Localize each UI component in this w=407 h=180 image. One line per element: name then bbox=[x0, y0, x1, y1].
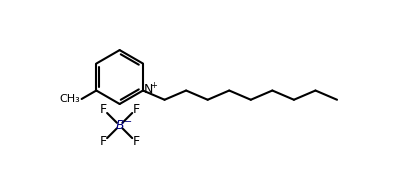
Text: F: F bbox=[100, 103, 107, 116]
Text: B: B bbox=[115, 119, 124, 132]
Text: F: F bbox=[100, 135, 107, 148]
Text: N: N bbox=[144, 83, 153, 96]
Text: −: − bbox=[124, 118, 132, 127]
Text: +: + bbox=[150, 81, 157, 90]
Text: F: F bbox=[132, 103, 140, 116]
Text: CH₃: CH₃ bbox=[59, 94, 80, 104]
Text: F: F bbox=[132, 135, 140, 148]
